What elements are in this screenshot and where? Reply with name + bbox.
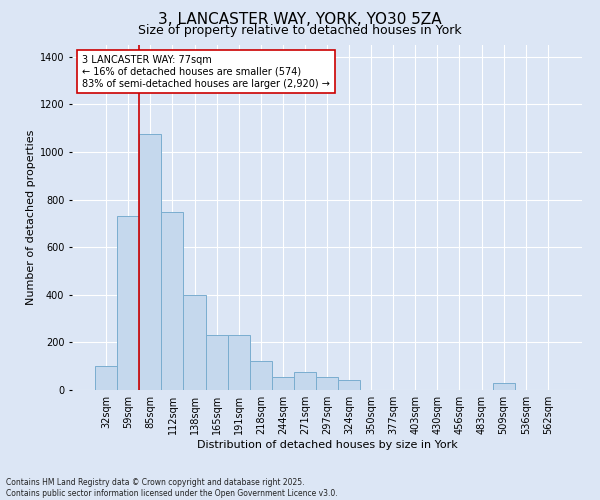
Bar: [117, 216, 139, 390]
Bar: [95, 366, 117, 390]
Bar: [161, 212, 184, 390]
Bar: [493, 383, 515, 390]
Text: 3 LANCASTER WAY: 77sqm
← 16% of detached houses are smaller (574)
83% of semi-de: 3 LANCASTER WAY: 77sqm ← 16% of detached…: [82, 56, 330, 88]
Text: 3, LANCASTER WAY, YORK, YO30 5ZA: 3, LANCASTER WAY, YORK, YO30 5ZA: [158, 12, 442, 28]
Bar: [250, 362, 272, 390]
Text: Size of property relative to detached houses in York: Size of property relative to detached ho…: [138, 24, 462, 37]
Bar: [139, 134, 161, 390]
Bar: [206, 336, 227, 390]
Bar: [338, 380, 360, 390]
Bar: [184, 295, 206, 390]
Bar: [272, 377, 294, 390]
Text: Contains HM Land Registry data © Crown copyright and database right 2025.
Contai: Contains HM Land Registry data © Crown c…: [6, 478, 338, 498]
Bar: [227, 336, 250, 390]
Y-axis label: Number of detached properties: Number of detached properties: [26, 130, 35, 305]
Bar: [316, 377, 338, 390]
X-axis label: Distribution of detached houses by size in York: Distribution of detached houses by size …: [197, 440, 457, 450]
Bar: [294, 372, 316, 390]
